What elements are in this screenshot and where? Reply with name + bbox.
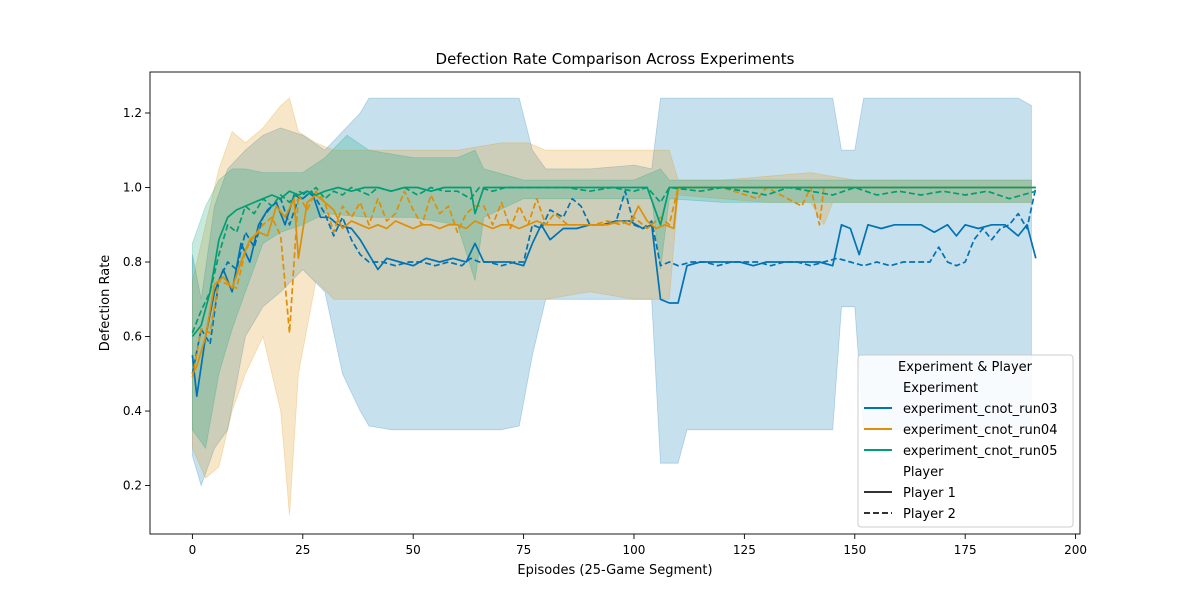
ci-band-run04 [192, 97, 1032, 516]
x-tick-label: 75 [516, 543, 531, 557]
x-tick-label: 100 [623, 543, 646, 557]
series-line-run03-player2 [191, 187, 1037, 374]
legend-entry-run04: experiment_cnot_run04 [903, 423, 1057, 438]
x-tick-label: 200 [1064, 543, 1087, 557]
legend-frame [857, 354, 1074, 528]
legend-hue-heading: Experiment [903, 381, 978, 396]
x-tick-label: 0 [189, 543, 197, 557]
legend-entry-player2: Player 2 [903, 507, 956, 522]
y-axis-label: Defection Rate [98, 255, 113, 352]
x-tick-label: 50 [406, 543, 421, 557]
y-tick-label: 1.0 [123, 181, 142, 195]
plot-area-frame [149, 71, 1081, 535]
y-tick-label: 0.2 [123, 479, 142, 493]
legend-entry-run03: experiment_cnot_run03 [903, 402, 1057, 417]
series-lines [191, 186, 1037, 397]
x-axis-label: Episodes (25-Game Segment) [517, 563, 712, 578]
chart-title: Defection Rate Comparison Across Experim… [436, 50, 795, 68]
series-line-run03-player1 [191, 190, 1037, 397]
x-tick-label: 125 [733, 543, 756, 557]
x-axis: 0 25 50 75 100 125 150 175 200 [189, 534, 1087, 557]
x-tick-label: 25 [295, 543, 310, 557]
series-line-run04-player2 [191, 186, 1036, 378]
legend-entry-player1: Player 1 [903, 486, 956, 501]
y-axis: 0.2 0.4 0.6 0.8 1.0 1.2 [123, 106, 150, 493]
y-tick-label: 0.6 [123, 330, 142, 344]
ci-band-run05 [192, 134, 1032, 450]
legend-style-heading: Player [903, 465, 944, 480]
y-tick-label: 0.8 [123, 255, 142, 269]
legend-title: Experiment & Player [898, 360, 1033, 375]
series-line-run05-player2 [191, 186, 1037, 334]
x-tick-label: 150 [843, 543, 866, 557]
legend: Experiment & Player Experiment experimen… [857, 354, 1074, 528]
x-tick-label: 175 [954, 543, 977, 557]
y-tick-label: 0.4 [123, 404, 142, 418]
legend-entry-run05: experiment_cnot_run05 [903, 444, 1057, 459]
y-tick-label: 1.2 [123, 106, 142, 120]
series-line-run04-player1 [191, 186, 1036, 375]
